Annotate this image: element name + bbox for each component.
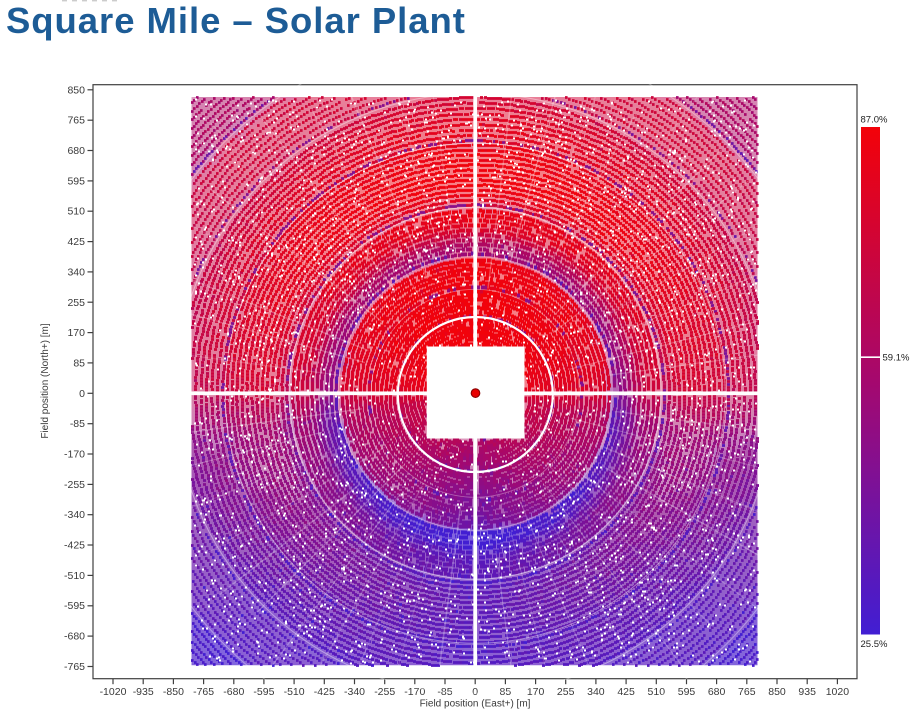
- svg-text:-765: -765: [193, 686, 214, 698]
- svg-text:-255: -255: [374, 686, 395, 698]
- svg-text:85: 85: [500, 686, 512, 698]
- svg-text:765: 765: [67, 115, 85, 127]
- svg-text:935: 935: [798, 686, 816, 698]
- svg-text:-170: -170: [64, 449, 85, 461]
- svg-text:850: 850: [67, 84, 85, 96]
- svg-text:850: 850: [768, 686, 786, 698]
- svg-text:170: 170: [67, 327, 85, 339]
- svg-text:765: 765: [738, 686, 756, 698]
- svg-text:340: 340: [67, 266, 85, 278]
- svg-text:595: 595: [678, 686, 696, 698]
- svg-text:-595: -595: [253, 686, 274, 698]
- svg-text:170: 170: [527, 686, 545, 698]
- svg-text:0: 0: [472, 686, 478, 698]
- svg-text:-85: -85: [437, 686, 452, 698]
- svg-text:340: 340: [587, 686, 605, 698]
- svg-text:-170: -170: [404, 686, 425, 698]
- svg-text:-340: -340: [344, 686, 365, 698]
- svg-text:-425: -425: [314, 686, 335, 698]
- svg-text:-680: -680: [223, 686, 244, 698]
- svg-text:425: 425: [617, 686, 635, 698]
- svg-text:Field position (East+) [m]: Field position (East+) [m]: [420, 699, 531, 710]
- svg-text:59.1%: 59.1%: [883, 353, 910, 364]
- svg-text:-765: -765: [64, 661, 85, 673]
- svg-text:255: 255: [67, 297, 85, 309]
- svg-text:-425: -425: [64, 540, 85, 552]
- svg-text:0: 0: [79, 388, 85, 400]
- svg-text:510: 510: [67, 206, 85, 218]
- svg-text:510: 510: [648, 686, 666, 698]
- svg-text:85: 85: [73, 357, 85, 369]
- svg-text:25.5%: 25.5%: [861, 639, 888, 650]
- svg-text:-595: -595: [64, 600, 85, 612]
- svg-text:-510: -510: [284, 686, 305, 698]
- svg-text:-510: -510: [64, 570, 85, 582]
- svg-text:1020: 1020: [826, 686, 850, 698]
- svg-text:680: 680: [67, 145, 85, 157]
- svg-text:Field position (North+) [m]: Field position (North+) [m]: [40, 323, 51, 439]
- svg-text:-85: -85: [70, 418, 85, 430]
- svg-text:595: 595: [67, 175, 85, 187]
- svg-text:-680: -680: [64, 631, 85, 643]
- svg-text:425: 425: [67, 236, 85, 248]
- svg-text:-850: -850: [163, 686, 184, 698]
- svg-text:87.0%: 87.0%: [861, 115, 888, 126]
- svg-text:-1020: -1020: [100, 686, 127, 698]
- svg-text:-255: -255: [64, 479, 85, 491]
- svg-text:-935: -935: [133, 686, 154, 698]
- svg-text:-340: -340: [64, 509, 85, 521]
- svg-text:680: 680: [708, 686, 726, 698]
- svg-text:255: 255: [557, 686, 575, 698]
